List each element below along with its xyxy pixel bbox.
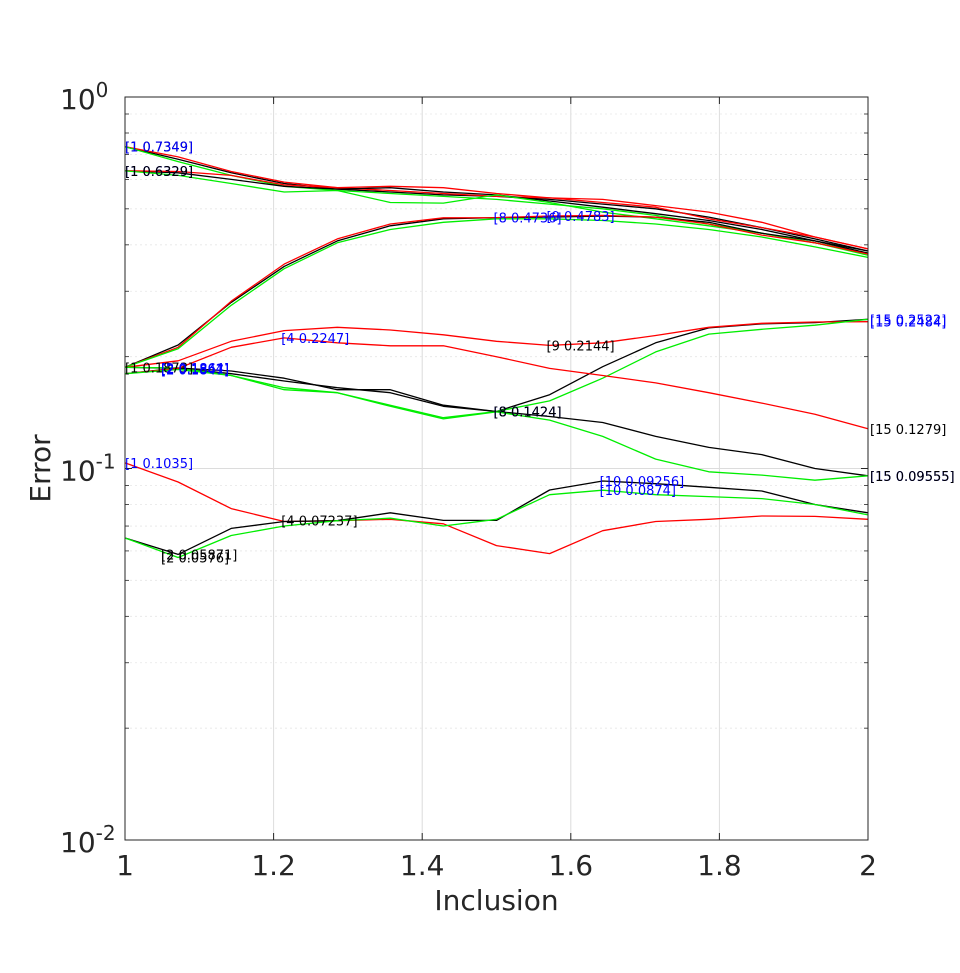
series-line-9 (124, 218, 869, 368)
y-axis-ticks: 100 10-1 10-2 (60, 78, 868, 859)
data-tip-21: [4 0.07237] (281, 515, 357, 530)
data-tip-23: [2 0.0576] (161, 552, 229, 567)
x-axis-label: Inclusion (434, 884, 558, 917)
series-line-18 (124, 489, 869, 559)
data-tip-annotations: [1 0.7349][1 0.7349][1 0.6329][1 0.6329]… (125, 141, 955, 567)
data-tip-20: [1 0.1035] (125, 457, 193, 472)
x-tick-label: 1 (116, 849, 134, 882)
y-tick-label: 10-2 (60, 821, 116, 859)
series-lines (124, 146, 869, 559)
data-tip-17: [15 0.1279] (870, 423, 946, 438)
x-tick-label: 1.8 (697, 849, 742, 882)
x-tick-label: 2 (859, 849, 877, 882)
data-tip-10: [2 0.1847] (161, 364, 229, 379)
data-tip-15: [15 0.2522] (870, 313, 946, 328)
series-line-16 (124, 462, 869, 555)
grid (124, 97, 869, 841)
series-line-11 (124, 321, 869, 368)
data-tip-4: [1 0.6329] (125, 165, 193, 180)
data-tip-11: [4 0.2247] (281, 332, 349, 347)
y-tick-label: 100 (60, 78, 108, 116)
series-line-6 (124, 170, 869, 256)
x-axis-ticks: 1 1.2 1.4 1.6 1.8 2 (116, 97, 877, 882)
y-axis-label: Error (24, 434, 57, 503)
data-tip-25: [10 0.0874] (600, 484, 676, 499)
data-tip-22: [2 0.05871] (161, 548, 237, 563)
data-tip-9: [2 0.1864] (161, 362, 229, 377)
data-tip-24: [10 0.09256] (600, 475, 685, 490)
data-tip-3: [1 0.6329] (125, 165, 193, 180)
data-tip-6: [9 0.4783] (547, 210, 615, 225)
series-line-8 (124, 214, 869, 368)
series-line-17 (124, 480, 869, 556)
series-line-15 (124, 368, 869, 481)
data-tip-16: [15 0.2484] (870, 316, 946, 331)
data-tip-2: [1 0.7349] (125, 141, 193, 156)
series-line-14 (124, 337, 869, 430)
data-tip-12: [9 0.2144] (547, 339, 615, 354)
x-tick-label: 1.2 (251, 849, 296, 882)
data-tip-13: [8 0.1424] (494, 405, 562, 420)
series-line-5 (124, 170, 869, 250)
x-tick-label: 1.6 (549, 849, 594, 882)
data-tip-14: [8 0.1424] (494, 405, 562, 420)
data-tip-18: [15 0.09555] (870, 470, 955, 485)
x-tick-label: 1.4 (400, 849, 445, 882)
data-tip-8: [2 0.1861] (161, 362, 229, 377)
y-tick-label: 10-1 (60, 450, 116, 488)
data-tip-5: [8 0.4736] (494, 212, 562, 227)
data-tip-7: [1 0.1873] (125, 361, 193, 376)
data-tip-19: [15 0.09555] (870, 470, 955, 485)
data-tip-1: [1 0.7349] (125, 141, 193, 156)
series-line-2 (124, 146, 869, 250)
